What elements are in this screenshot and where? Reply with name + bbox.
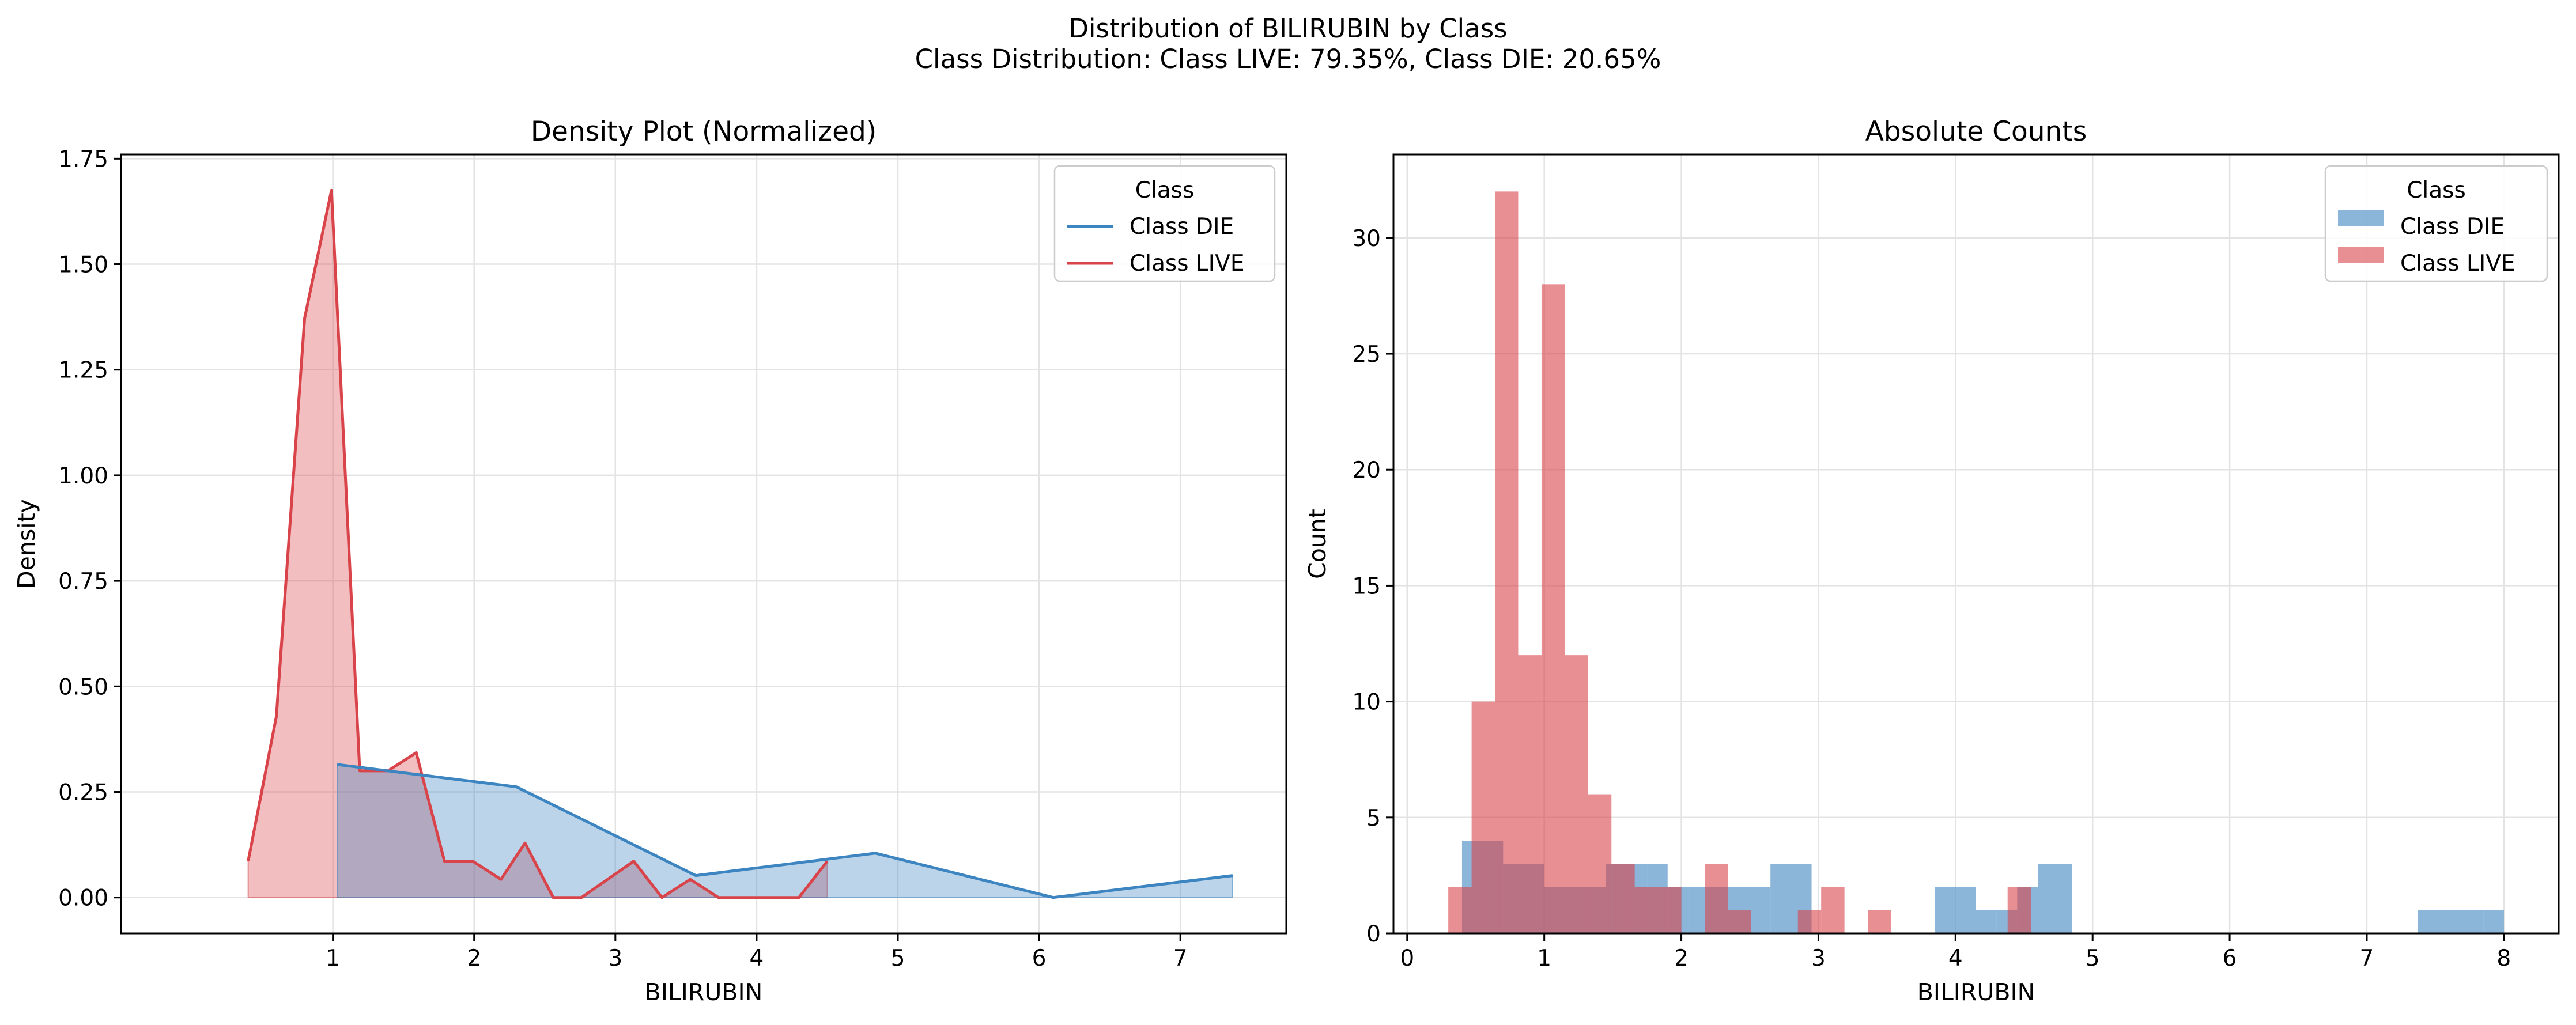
y-tick-label: 5 (1366, 805, 1381, 831)
panel-title: Density Plot (Normalized) (531, 116, 877, 147)
x-tick-label: 3 (608, 945, 622, 971)
plot-area (1448, 191, 2504, 933)
die-count-bar (1770, 864, 1791, 933)
counts-panel: 0 1 2 3 4 5 6 7 8 0 5 10 15 20 25 30 Absolute Counts BILI… (1304, 116, 2560, 1006)
live-count-bar (1448, 887, 1472, 933)
y-tick-label: 0.75 (58, 569, 108, 595)
legend-swatch (2338, 210, 2384, 226)
plot-area (247, 188, 1233, 899)
legend: Class Class DIE Class LIVE (2324, 165, 2548, 282)
x-tick-label: 1 (1537, 945, 1551, 971)
x-tick-label: 4 (1948, 945, 1963, 971)
live-count-bar (1728, 910, 1751, 933)
live-count-bar (1797, 910, 1822, 933)
live-count-bar (1565, 655, 1588, 933)
y-tick-label: 1.50 (58, 252, 108, 278)
legend-label: Class DIE (2400, 214, 2505, 240)
y-tick-label: 1.75 (58, 146, 108, 172)
legend-box (1053, 165, 1276, 282)
legend-label: Class LIVE (1130, 251, 1245, 277)
y-tick-label: 1.00 (58, 463, 108, 489)
axes-frame (120, 153, 1287, 935)
die-count-bar (2462, 910, 2484, 933)
legend: Class Class DIE Class LIVE (1053, 165, 1276, 282)
y-tick-label: 0.50 (58, 674, 108, 700)
axes-frame (1392, 153, 2560, 935)
x-tick-label: 3 (1811, 945, 1826, 971)
die-count-bar (2038, 864, 2058, 933)
legend-title: Class (2407, 177, 2466, 203)
die-count-bar (2058, 864, 2072, 933)
legend-label: Class DIE (1130, 214, 1234, 240)
live-count-bar (2007, 887, 2031, 933)
y-tick-label: 15 (1352, 573, 1381, 599)
die-density-area (337, 763, 1233, 898)
legend-label: Class LIVE (2400, 251, 2515, 277)
live-count-bar (1518, 655, 1542, 933)
live-count-bar (1541, 284, 1565, 933)
x-tick-label: 1 (326, 945, 340, 971)
die-count-bar (2417, 910, 2442, 933)
x-tick-label: 5 (891, 945, 905, 971)
y-tick-label: 20 (1352, 457, 1381, 483)
die-count-bar (1750, 887, 1771, 933)
live-count-bar (1471, 701, 1495, 933)
live-count-bar (1611, 864, 1635, 933)
y-tick-label: 10 (1352, 690, 1381, 716)
x-tick-label: 6 (1032, 945, 1047, 971)
x-axis-label: BILIRUBIN (1917, 978, 2035, 1006)
x-tick-label: 2 (1674, 945, 1689, 971)
x-tick-label: 5 (2086, 945, 2100, 971)
x-tick-label: 4 (749, 945, 764, 971)
die-count-bar (1955, 887, 1976, 933)
y-tick-label: 25 (1352, 342, 1381, 368)
y-tick-label: 0.25 (58, 780, 108, 806)
live-count-bar (1704, 864, 1728, 933)
x-tick-label: 8 (2496, 945, 2511, 971)
figure-title: Distribution of BILIRUBIN by Class (1068, 13, 1508, 44)
x-tick-label: 0 (1400, 945, 1414, 971)
legend-swatch (2338, 247, 2384, 263)
y-axis-label: Count (1304, 509, 1331, 579)
die-count-bar (2442, 910, 2463, 933)
y-tick-label: 0.00 (58, 886, 108, 911)
live-count-bar (1495, 191, 1519, 933)
density-panel: 1 2 3 4 5 6 7 0.00 0.25 0.50 0.75 1.00 1.25 1.50 1.75 D… (13, 116, 1287, 1006)
y-tick-label: 1.25 (58, 358, 108, 384)
y-tick-label: 0 (1366, 921, 1381, 947)
x-tick-label: 7 (2360, 945, 2374, 971)
x-tick-label: 6 (2223, 945, 2237, 971)
die-density-line (337, 763, 1233, 899)
x-tick-label: 7 (1173, 945, 1188, 971)
figure-subtitle: Class Distribution: Class LIVE: 79.35%, … (915, 44, 1661, 74)
legend-title: Class (1135, 177, 1195, 203)
die-count-bar (1935, 887, 1956, 933)
x-tick-label: 2 (467, 945, 481, 971)
live-density-line (247, 188, 829, 899)
x-axis-label: BILIRUBIN (645, 978, 763, 1006)
die-count-bar (1976, 910, 1997, 933)
live-count-bar (1868, 910, 1891, 933)
y-axis-label: Density (13, 499, 40, 589)
live-count-bar (1634, 887, 1659, 933)
live-count-bar (1821, 887, 1845, 933)
panel-title: Absolute Counts (1865, 116, 2087, 147)
live-count-bar (1588, 794, 1612, 933)
die-count-bar (2483, 910, 2504, 933)
live-count-bar (1658, 887, 1682, 933)
y-tick-label: 30 (1352, 226, 1381, 252)
